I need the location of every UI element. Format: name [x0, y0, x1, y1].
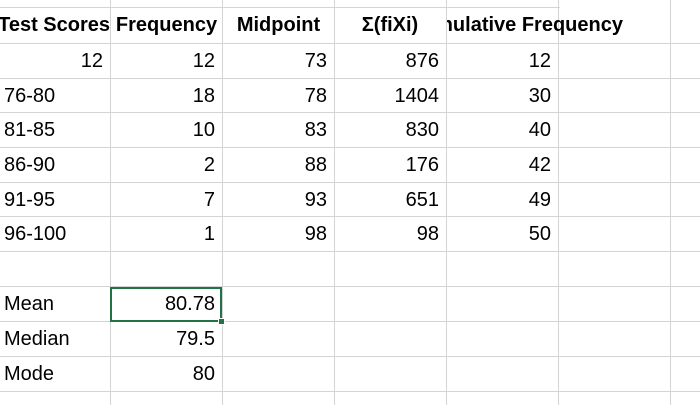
header-cumulative-frequency-text: Cumulative Frequency: [447, 14, 623, 36]
header-frequency[interactable]: Frequency: [115, 14, 218, 36]
cell-midpoint[interactable]: 98: [304, 223, 327, 245]
header-sum-fixi[interactable]: Σ(fiXi): [361, 14, 419, 36]
gridline: [670, 0, 671, 405]
cell-sum-fixi[interactable]: 876: [405, 50, 439, 72]
cell-frequency[interactable]: 1: [203, 223, 215, 245]
cell-frequency[interactable]: 10: [192, 119, 215, 141]
gridline: [0, 356, 700, 357]
stat-label-mean[interactable]: Mean: [4, 293, 55, 315]
cell-sum-fixi[interactable]: 1404: [394, 85, 440, 107]
header-cumulative-frequency[interactable]: Cumulative Frequency: [447, 8, 623, 42]
stat-value-mode[interactable]: 80: [192, 363, 215, 385]
gridline: [0, 391, 700, 392]
cell-frequency[interactable]: 7: [203, 189, 215, 211]
cell-frequency[interactable]: 2: [203, 154, 215, 176]
header-test-scores[interactable]: Test Scores: [0, 14, 110, 36]
cell-test-scores[interactable]: 91-95: [4, 189, 56, 211]
cell-test-scores[interactable]: 96-100: [4, 223, 67, 245]
gridline: [0, 7, 560, 8]
cell-cumulative-frequency[interactable]: 49: [528, 189, 551, 211]
stat-value-median[interactable]: 79.5: [176, 328, 215, 350]
cell-cumulative-frequency[interactable]: 42: [528, 154, 551, 176]
stat-value-mean[interactable]: 80.78: [110, 287, 222, 322]
stat-label-median[interactable]: Median: [4, 328, 70, 350]
cell-midpoint[interactable]: 78: [304, 85, 327, 107]
cell-sum-fixi[interactable]: 98: [416, 223, 439, 245]
cell-sum-fixi[interactable]: 830: [405, 119, 439, 141]
cell-sum-fixi[interactable]: 651: [405, 189, 439, 211]
cell-cumulative-frequency[interactable]: 30: [528, 85, 551, 107]
cell-cumulative-frequency[interactable]: 50: [528, 223, 551, 245]
cell-test-scores[interactable]: 12: [80, 50, 103, 72]
cell-cumulative-frequency[interactable]: 40: [528, 119, 551, 141]
cell-frequency[interactable]: 18: [192, 85, 215, 107]
cell-midpoint[interactable]: 88: [304, 154, 327, 176]
cell-midpoint[interactable]: 83: [304, 119, 327, 141]
header-midpoint[interactable]: Midpoint: [236, 14, 321, 36]
gridline: [222, 0, 223, 405]
stat-label-mode[interactable]: Mode: [4, 363, 55, 385]
cell-midpoint[interactable]: 93: [304, 189, 327, 211]
gridline: [0, 112, 700, 113]
gridline: [558, 0, 559, 405]
gridline: [0, 251, 700, 252]
fill-handle[interactable]: [218, 318, 225, 325]
gridline: [0, 216, 700, 217]
gridline: [0, 43, 700, 44]
cell-cumulative-frequency[interactable]: 12: [528, 50, 551, 72]
cell-test-scores[interactable]: 76-80: [4, 85, 56, 107]
cell-sum-fixi[interactable]: 176: [405, 154, 439, 176]
gridline: [0, 147, 700, 148]
gridline: [0, 78, 700, 79]
gridline: [334, 0, 335, 405]
gridline: [0, 286, 700, 287]
cell-test-scores[interactable]: 81-85: [4, 119, 56, 141]
gridline: [446, 0, 447, 405]
gridline: [0, 321, 700, 322]
cell-frequency[interactable]: 12: [192, 50, 215, 72]
gridline: [0, 182, 700, 183]
cell-midpoint[interactable]: 73: [304, 50, 327, 72]
gridline: [110, 0, 111, 405]
cell-test-scores[interactable]: 86-90: [4, 154, 56, 176]
